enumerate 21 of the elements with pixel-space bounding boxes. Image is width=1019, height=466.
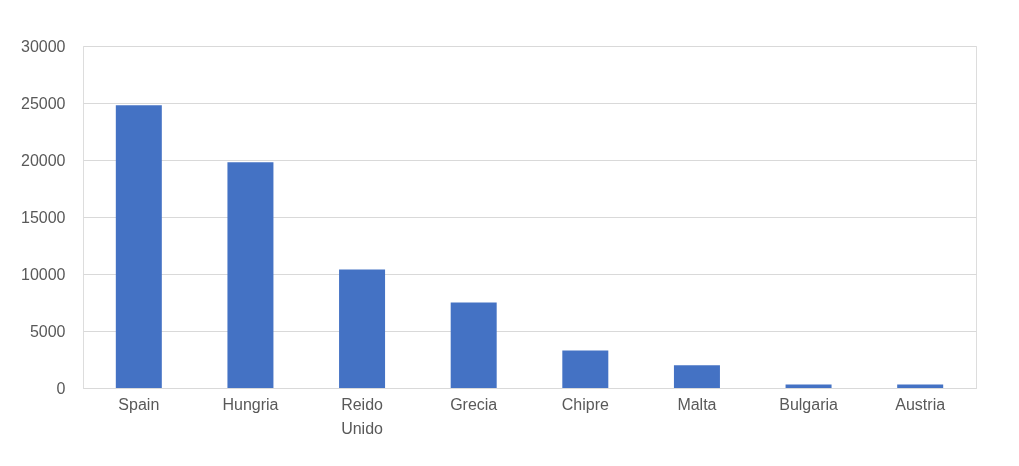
y-tick-label: 25000 [21, 94, 66, 112]
bar [339, 269, 386, 388]
x-tick-label: Spain [118, 395, 160, 413]
y-tick-label: 5000 [29, 322, 66, 340]
x-tick-label: Reido Unido [341, 395, 384, 437]
bar [227, 162, 274, 388]
x-tick-label: Malta [677, 395, 717, 413]
bar [115, 105, 162, 388]
y-tick-label: 30000 [21, 37, 66, 55]
bar [450, 302, 497, 388]
bar [562, 350, 609, 388]
y-tick-label: 0 [56, 379, 66, 397]
y-tick-label: 20000 [21, 151, 66, 169]
y-tick-label: 10000 [21, 265, 66, 283]
x-tick-label: Austria [895, 395, 946, 413]
y-tick-label: 15000 [21, 208, 66, 226]
x-tick-label: Chipre [561, 395, 609, 413]
bar [673, 365, 720, 388]
x-tick-label: Bulgaria [779, 395, 839, 413]
x-tick-label: Grecia [450, 395, 498, 413]
x-tick-label: Hungria [222, 395, 279, 413]
